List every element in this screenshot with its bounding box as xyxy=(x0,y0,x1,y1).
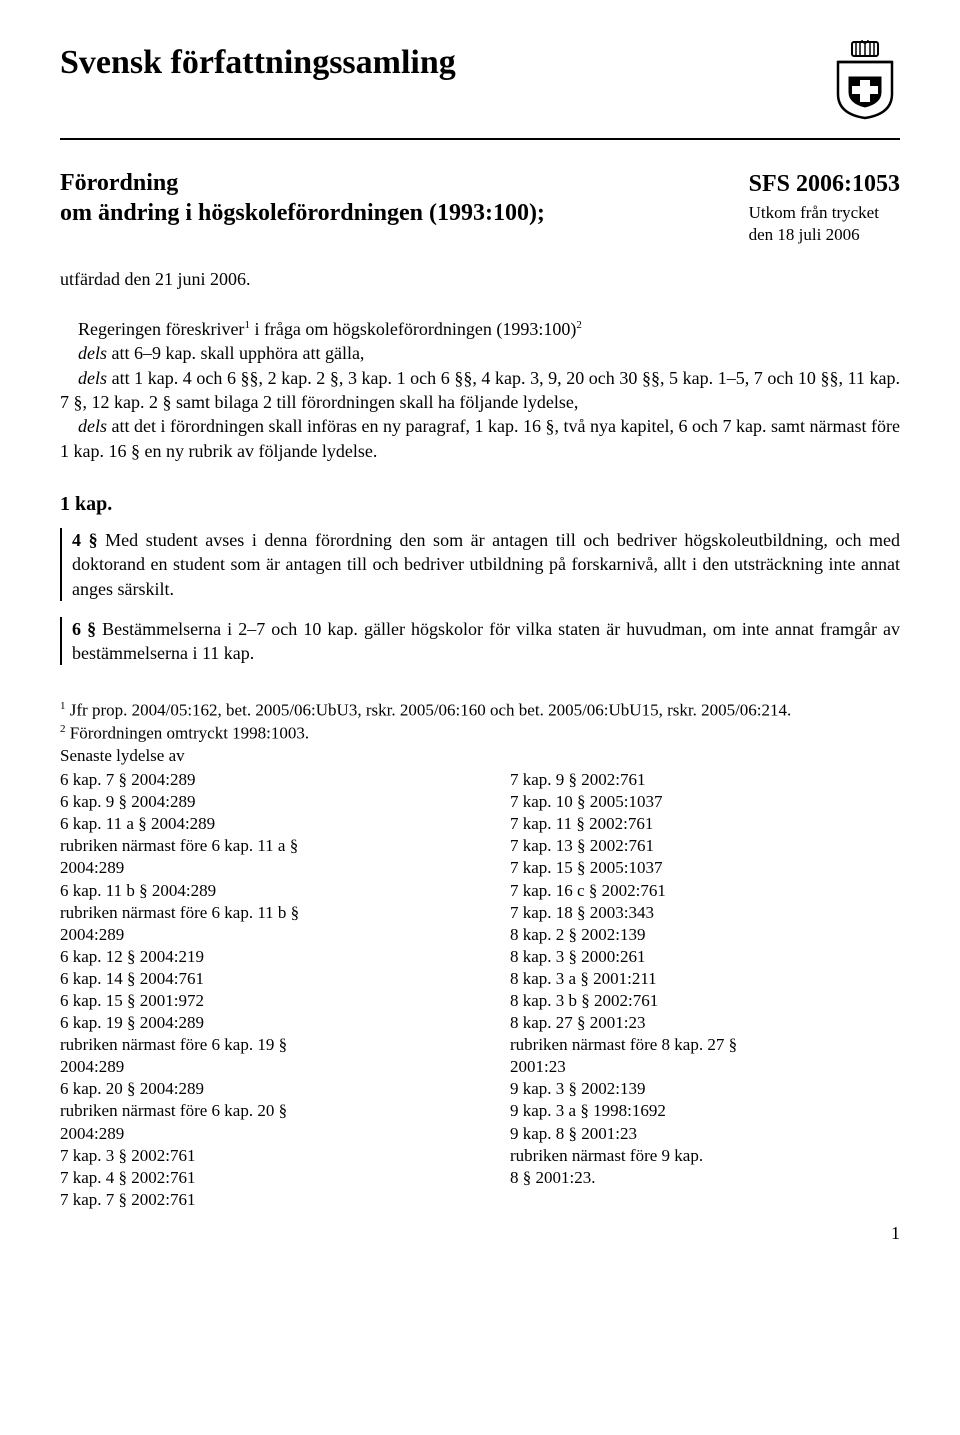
preamble-l1b: i fråga om högskoleförordningen (1993:10… xyxy=(250,319,576,339)
section-6-lead: 6 § xyxy=(72,619,96,639)
footnote-entry: 7 kap. 13 § 2002:761 xyxy=(510,835,900,857)
footnote-entry: 7 kap. 16 c § 2002:761 xyxy=(510,880,900,902)
fn1-text: Jfr prop. 2004/05:162, bet. 2005/06:UbU3… xyxy=(66,701,792,720)
ordinance-line2: om ändring i högskoleförordningen (1993:… xyxy=(60,200,545,226)
footnote-entry: 6 kap. 14 § 2004:761 xyxy=(60,968,450,990)
section-6-body: Bestämmelserna i 2–7 och 10 kap. gäller … xyxy=(72,619,900,663)
latest-version-heading: Senaste lydelse av xyxy=(60,745,900,767)
footnote-entry: 2004:289 xyxy=(60,924,450,946)
footnotes: 1 Jfr prop. 2004/05:162, bet. 2005/06:Ub… xyxy=(60,699,900,1210)
footnote-entry: rubriken närmast före 6 kap. 19 § xyxy=(60,1034,450,1056)
ordinance-line1: Förordning xyxy=(60,170,178,196)
footnote-entry: 2001:23 xyxy=(510,1056,900,1078)
footnote-entry: 7 kap. 11 § 2002:761 xyxy=(510,813,900,835)
sfs-number: SFS 2006:1053 xyxy=(749,168,900,200)
footnote-entry: 8 kap. 27 § 2001:23 xyxy=(510,1012,900,1034)
footnote-entry: rubriken närmast före 6 kap. 11 b § xyxy=(60,902,450,924)
footnote-entry: 7 kap. 18 § 2003:343 xyxy=(510,902,900,924)
footnote-entry: 7 kap. 7 § 2002:761 xyxy=(60,1189,450,1211)
footnote-entry: 6 kap. 19 § 2004:289 xyxy=(60,1012,450,1034)
footnote-col-right: 7 kap. 9 § 2002:7617 kap. 10 § 2005:1037… xyxy=(510,769,900,1211)
preamble: Regeringen föreskriver1 i fråga om högsk… xyxy=(60,317,900,463)
main-title: Svensk författningssamling xyxy=(60,40,456,86)
footnote-1: 1 Jfr prop. 2004/05:162, bet. 2005/06:Ub… xyxy=(60,699,900,722)
dels3-txt: att det i förordningen skall införas en … xyxy=(60,416,900,460)
dels1-em: dels xyxy=(78,343,107,363)
footnote-entry: 7 kap. 4 § 2002:761 xyxy=(60,1167,450,1189)
page-number: 1 xyxy=(60,1221,900,1245)
footnote-entry: rubriken närmast före 9 kap. xyxy=(510,1145,900,1167)
footnote-entry: 6 kap. 7 § 2004:289 xyxy=(60,769,450,791)
footnote-entry: 8 § 2001:23. xyxy=(510,1167,900,1189)
footnote-entry: 8 kap. 2 § 2002:139 xyxy=(510,924,900,946)
dels3-em: dels xyxy=(78,416,107,436)
sfs-sub1: Utkom från trycket xyxy=(749,202,900,223)
footnote-entry: 9 kap. 3 § 2002:139 xyxy=(510,1078,900,1100)
footnote-entry: 8 kap. 3 b § 2002:761 xyxy=(510,990,900,1012)
chapter-1-heading: 1 kap. xyxy=(60,491,900,518)
section-6: 6 § Bestämmelserna i 2–7 och 10 kap. gäl… xyxy=(60,617,900,666)
footnote-entry: 6 kap. 11 b § 2004:289 xyxy=(60,880,450,902)
footnote-col-left: 6 kap. 7 § 2004:2896 kap. 9 § 2004:2896 … xyxy=(60,769,450,1211)
footnote-entry: 2004:289 xyxy=(60,1123,450,1145)
dels2-txt: att 1 kap. 4 och 6 §§, 2 kap. 2 §, 3 kap… xyxy=(60,368,900,412)
footnote-entry: 7 kap. 3 § 2002:761 xyxy=(60,1145,450,1167)
footnote-entry: 6 kap. 9 § 2004:289 xyxy=(60,791,450,813)
footnote-entry: 7 kap. 15 § 2005:1037 xyxy=(510,857,900,879)
ordinance-title: Förordning om ändring i högskoleförordni… xyxy=(60,168,545,228)
footnote-entry: 8 kap. 3 § 2000:261 xyxy=(510,946,900,968)
footnote-2: 2 Förordningen omtryckt 1998:1003. xyxy=(60,722,900,745)
dels2-em: dels xyxy=(78,368,107,388)
footnote-entry: 9 kap. 3 a § 1998:1692 xyxy=(510,1100,900,1122)
footnote-entry: rubriken närmast före 6 kap. 11 a § xyxy=(60,835,450,857)
section-4: 4 § Med student avses i denna förordning… xyxy=(60,528,900,601)
footnote-entry: 6 kap. 11 a § 2004:289 xyxy=(60,813,450,835)
fn2-text: Förordningen omtryckt 1998:1003. xyxy=(66,724,310,743)
section-4-body: Med student avses i denna förordning den… xyxy=(72,530,900,599)
footnote-entry: 7 kap. 9 § 2002:761 xyxy=(510,769,900,791)
footnote-entry: 6 kap. 15 § 2001:972 xyxy=(60,990,450,1012)
footnote-entry: 2004:289 xyxy=(60,857,450,879)
sfs-sub2: den 18 juli 2006 xyxy=(749,224,900,245)
dels1-txt: att 6–9 kap. skall upphöra att gälla, xyxy=(107,343,364,363)
footnote-entry: 7 kap. 10 § 2005:1037 xyxy=(510,791,900,813)
footnote-entry: rubriken närmast före 6 kap. 20 § xyxy=(60,1100,450,1122)
footnote-entry: 6 kap. 20 § 2004:289 xyxy=(60,1078,450,1100)
sfs-block: SFS 2006:1053 Utkom från trycket den 18 … xyxy=(749,168,900,245)
footnote-entry: 2004:289 xyxy=(60,1056,450,1078)
coat-of-arms-icon xyxy=(830,40,900,120)
footnote-ref-2: 2 xyxy=(576,319,582,331)
section-4-lead: 4 § xyxy=(72,530,98,550)
footnote-entry: 8 kap. 3 a § 2001:211 xyxy=(510,968,900,990)
divider xyxy=(60,138,900,140)
footnote-entry: 6 kap. 12 § 2004:219 xyxy=(60,946,450,968)
issued-date: utfärdad den 21 juni 2006. xyxy=(60,267,900,291)
preamble-l1a: Regeringen föreskriver xyxy=(78,319,244,339)
footnote-entry: 9 kap. 8 § 2001:23 xyxy=(510,1123,900,1145)
footnote-entry: rubriken närmast före 8 kap. 27 § xyxy=(510,1034,900,1056)
